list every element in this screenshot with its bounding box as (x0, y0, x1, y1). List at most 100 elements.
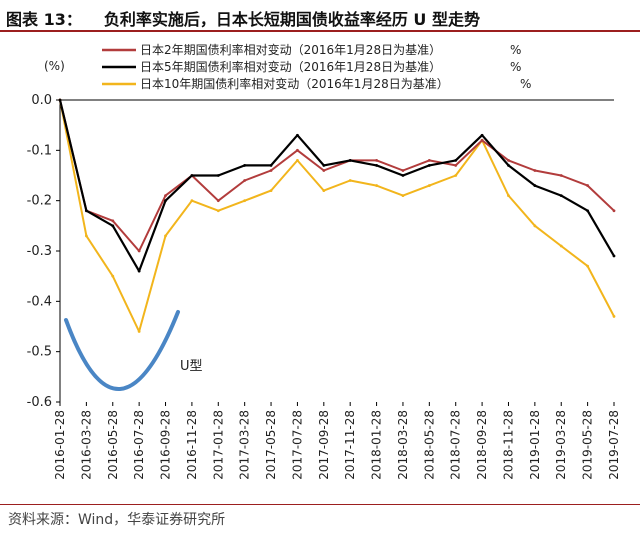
annotation-layer: U型 (64, 310, 203, 391)
series-point (216, 209, 220, 213)
series-point (427, 184, 431, 187)
series-point (216, 174, 220, 177)
series-line (59, 99, 615, 252)
x-tick-label: 2017-01-28 (211, 410, 225, 480)
x-tick-label: 2019-03-28 (554, 410, 568, 480)
series-point (164, 194, 167, 198)
series-point (137, 269, 141, 273)
series-point (243, 179, 247, 182)
series-point (111, 224, 115, 228)
x-tick-label: 2018-01-28 (370, 410, 384, 480)
u-curve-label: U型 (180, 359, 203, 374)
series-point (612, 209, 616, 213)
series-point (164, 234, 167, 238)
series-point (375, 159, 378, 162)
x-tick-label: 2017-03-28 (238, 410, 252, 480)
series-point (586, 264, 590, 268)
series-point (296, 159, 299, 162)
series-point (454, 174, 458, 177)
series-point (322, 164, 326, 167)
x-tick-label: 2019-05-28 (581, 410, 595, 480)
series-point (243, 199, 247, 203)
line-chart: 日本2年期国债利率相对变动（2016年1月28日为基准） % 日本5年期国债利率相对… (27, 42, 621, 480)
series-point (612, 315, 616, 318)
x-tick-label: 2019-07-28 (607, 410, 621, 480)
series-point (401, 169, 405, 172)
x-tick-label: 2018-05-28 (422, 410, 436, 480)
x-tick-label: 2016-05-28 (106, 410, 120, 480)
series-point (533, 184, 537, 187)
series-point (84, 234, 88, 238)
legend-label: 日本10年期国债利率相对变动（2016年1月28日为基准） (140, 76, 449, 91)
y-tick-label: -0.5 (27, 345, 52, 360)
series-point (401, 174, 405, 177)
x-tick-label: 2018-11-28 (501, 410, 515, 480)
series-point (190, 174, 194, 177)
series-point (586, 209, 590, 213)
series-point (216, 199, 220, 203)
series-point (507, 159, 510, 162)
series-point (559, 194, 563, 198)
legend-unit: % (510, 60, 521, 74)
figure-title: 图表 13： 负利率实施后，日本长短期国债收益率经历 U 型走势 (6, 4, 634, 32)
series-point (269, 164, 273, 167)
y-axis: 0.0 -0.1 -0.2 -0.3 -0.4 -0.5 -0.6 (27, 93, 61, 410)
series-point (296, 148, 299, 152)
y-tick-label: -0.2 (27, 194, 52, 209)
series-point (296, 133, 299, 137)
series-point (243, 164, 247, 167)
x-axis: 2016-01-28 2016-03-28 2016-05-28 2016-07-28… (53, 99, 621, 480)
series-point (137, 249, 141, 253)
x-tick-label: 2019-01-28 (528, 410, 542, 480)
u-curve-annotation (64, 310, 180, 391)
y-tick-label: -0.1 (27, 143, 52, 158)
y-unit-label: (%) (44, 59, 65, 73)
series-point (559, 174, 563, 177)
series-point (375, 164, 378, 167)
series-layer (58, 98, 616, 333)
series-point (454, 159, 458, 162)
x-tick-label: 2017-11-28 (343, 410, 357, 480)
series-line (59, 99, 615, 333)
series-point (322, 169, 326, 172)
series-point (137, 330, 141, 333)
series-point (454, 164, 458, 167)
series-point (427, 164, 431, 167)
source-note: 资料来源：Wind，华泰证券研究所 (8, 512, 226, 528)
series-point (111, 219, 115, 223)
x-tick-label: 2016-01-28 (53, 410, 67, 480)
x-tick-label: 2016-11-28 (185, 410, 199, 480)
legend-label: 日本5年期国债利率相对变动（2016年1月28日为基准） (140, 59, 441, 74)
x-tick-label: 2017-09-28 (317, 410, 331, 480)
series-point (586, 184, 590, 187)
series-point (612, 254, 616, 258)
legend-unit: % (510, 43, 521, 57)
series-point (269, 169, 273, 172)
x-tick-label: 2016-03-28 (79, 410, 93, 480)
source-divider (0, 504, 640, 505)
series-point (348, 159, 352, 162)
series-point (559, 244, 563, 248)
series-point (269, 189, 273, 193)
series-point (58, 98, 62, 102)
x-tick-label: 2016-09-28 (159, 410, 173, 480)
series-line (58, 99, 615, 273)
series-point (507, 164, 510, 167)
y-tick-label: 0.0 (31, 93, 52, 108)
x-tick-label: 2017-07-28 (290, 410, 304, 480)
series-point (480, 133, 484, 137)
legend-label: 日本2年期国债利率相对变动（2016年1月28日为基准） (140, 42, 441, 57)
series-point (84, 209, 88, 213)
x-tick-label: 2018-07-28 (449, 410, 463, 480)
y-tick-label: -0.6 (27, 395, 52, 410)
x-tick-label: 2016-07-28 (132, 410, 146, 480)
legend-unit: % (520, 77, 531, 91)
legend: 日本2年期国债利率相对变动（2016年1月28日为基准） % 日本5年期国债利率相对… (102, 42, 531, 91)
title-divider (0, 30, 640, 32)
series-point (507, 194, 510, 198)
x-tick-label: 2018-03-28 (396, 410, 410, 480)
series-point (111, 274, 115, 278)
series-point (427, 159, 431, 162)
series-point (480, 138, 484, 142)
y-tick-label: -0.3 (27, 244, 52, 259)
